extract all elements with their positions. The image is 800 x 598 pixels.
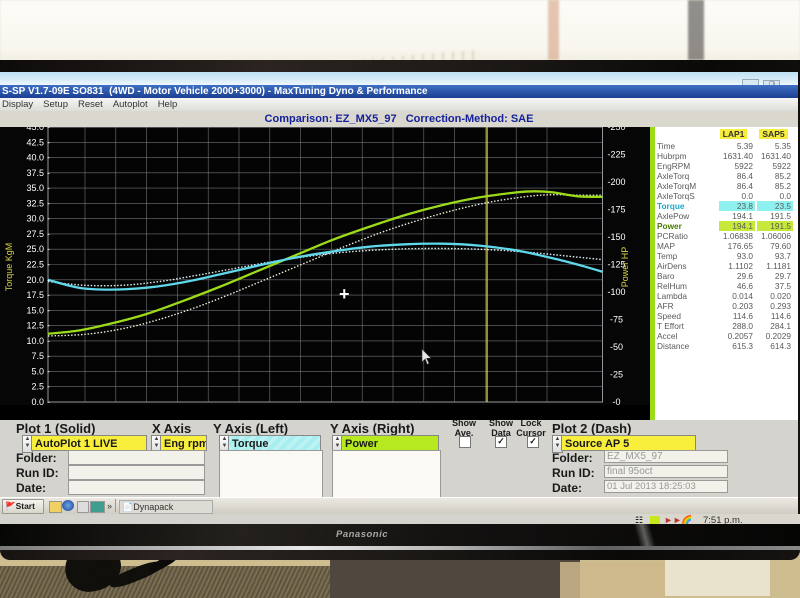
svg-text:+: + xyxy=(339,284,350,304)
svg-text:32.5: 32.5 xyxy=(26,198,44,208)
svg-text:-: - xyxy=(47,275,50,285)
svg-text:-: - xyxy=(47,153,50,163)
svg-text:40.0: 40.0 xyxy=(26,153,44,163)
svg-text:27.5: 27.5 xyxy=(26,229,44,239)
svg-text:-: - xyxy=(47,229,50,239)
svg-text:Power HP: Power HP xyxy=(620,247,630,288)
svg-text:-: - xyxy=(47,321,50,331)
svg-text:-: - xyxy=(47,366,50,376)
svg-text:-: - xyxy=(47,290,50,300)
svg-text:25.0: 25.0 xyxy=(26,244,44,254)
svg-text:-: - xyxy=(47,244,50,254)
svg-text:-100: -100 xyxy=(607,287,625,297)
svg-text:42.5: 42.5 xyxy=(26,137,44,147)
svg-text:-150: -150 xyxy=(607,232,625,242)
svg-text:-: - xyxy=(47,397,50,405)
svg-text:-: - xyxy=(47,127,50,132)
svg-text:17.5: 17.5 xyxy=(26,290,44,300)
svg-text:37.5: 37.5 xyxy=(26,168,44,178)
svg-text:-: - xyxy=(47,260,50,270)
svg-text:-75: -75 xyxy=(610,315,623,325)
svg-text:-200: -200 xyxy=(607,177,625,187)
svg-text:0.0: 0.0 xyxy=(31,397,44,405)
svg-text:5.0: 5.0 xyxy=(31,366,44,376)
svg-text:-: - xyxy=(47,305,50,315)
svg-text:-175: -175 xyxy=(607,205,625,215)
svg-text:-: - xyxy=(47,382,50,392)
svg-text:-: - xyxy=(47,137,50,147)
svg-text:30.0: 30.0 xyxy=(26,214,44,224)
svg-text:20.0: 20.0 xyxy=(26,275,44,285)
svg-text:-: - xyxy=(47,198,50,208)
svg-text:10.0: 10.0 xyxy=(26,336,44,346)
svg-text:-250: -250 xyxy=(607,127,625,132)
svg-text:12.5: 12.5 xyxy=(26,321,44,331)
svg-text:-: - xyxy=(47,336,50,346)
svg-text:-225: -225 xyxy=(607,150,625,160)
svg-text:15.0: 15.0 xyxy=(26,305,44,315)
svg-text:7.5: 7.5 xyxy=(31,351,44,361)
svg-text:-25: -25 xyxy=(610,370,623,380)
svg-text:2.5: 2.5 xyxy=(31,382,44,392)
svg-text:-: - xyxy=(47,168,50,178)
svg-text:22.5: 22.5 xyxy=(26,260,44,270)
svg-text:-50: -50 xyxy=(610,342,623,352)
svg-text:-: - xyxy=(47,351,50,361)
svg-text:-0: -0 xyxy=(612,397,620,405)
svg-text:45.0: 45.0 xyxy=(26,127,44,132)
svg-text:35.0: 35.0 xyxy=(26,183,44,193)
svg-text:-: - xyxy=(47,214,50,224)
svg-text:-: - xyxy=(47,183,50,193)
svg-text:Torque KgM: Torque KgM xyxy=(4,243,14,292)
